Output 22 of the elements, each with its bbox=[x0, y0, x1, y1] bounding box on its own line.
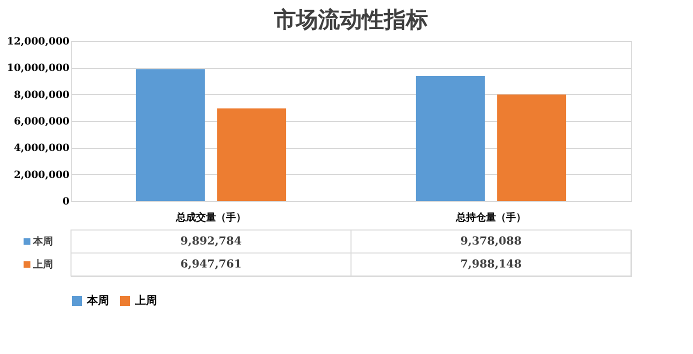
data-label: 6,947,761 bbox=[180, 258, 242, 270]
bar bbox=[217, 108, 286, 201]
data-label: 7,988,148 bbox=[460, 258, 522, 270]
y-tick-label: 0 bbox=[62, 196, 70, 208]
y-tick-label: 12,000,000 bbox=[6, 36, 70, 48]
bar bbox=[497, 94, 566, 201]
legend-label: 本周 bbox=[32, 236, 53, 248]
text: 上周 bbox=[33, 260, 53, 270]
data-label: 9,378,088 bbox=[460, 234, 522, 248]
legend-label: 上周 bbox=[134, 294, 157, 307]
data-label: 9,892,784 bbox=[180, 234, 242, 248]
bar bbox=[136, 69, 205, 201]
y-tick-label: 10,000,000 bbox=[6, 63, 70, 74]
y-tick-label: 4,000,000 bbox=[14, 143, 70, 154]
x-tick-label: 总成交量（手） bbox=[175, 212, 246, 224]
chart-title: 市场流动性指标 bbox=[273, 7, 428, 33]
x-tick-label: 总持仓量（手） bbox=[455, 212, 526, 224]
y-tick-label: 8,000,000 bbox=[14, 90, 70, 101]
text: 本周 bbox=[87, 294, 109, 307]
bar bbox=[416, 76, 485, 201]
y-tick-label: 2,000,000 bbox=[14, 170, 70, 181]
y-tick-label: 6,000,000 bbox=[14, 116, 70, 128]
